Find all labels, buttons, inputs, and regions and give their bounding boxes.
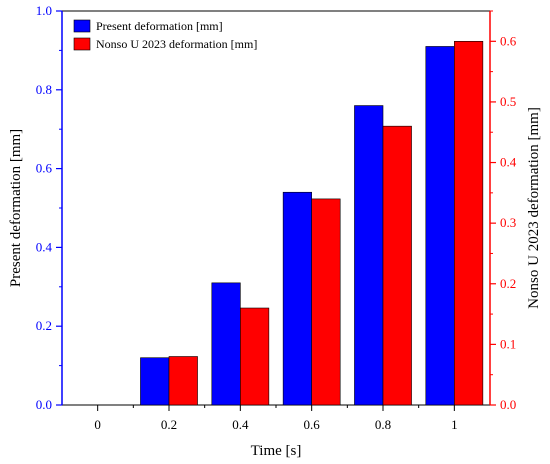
y-axis-left: 0.0 0.2 0.4 0.6 0.8 1.0 <box>36 3 63 412</box>
y-right-tick-label: 0.4 <box>500 155 517 170</box>
bars-layer <box>140 41 484 406</box>
bar-present-0.6 <box>282 191 312 406</box>
y-left-tick-label: 1.0 <box>36 3 52 18</box>
bar-present-0.2 <box>140 357 170 406</box>
y-right-tick-label: 0.1 <box>500 336 516 351</box>
x-tick-label: 0.4 <box>232 417 249 432</box>
y-axis-right-title: Nonso U 2023 deformation [mm] <box>526 107 542 309</box>
x-tick-label: 1 <box>451 417 458 432</box>
y-right-tick-label: 0.2 <box>500 276 516 291</box>
y-axis-right: 0.0 0.1 0.2 0.3 0.4 0.5 0.6 <box>489 10 517 412</box>
bar-present-0.8 <box>354 105 384 406</box>
y-right-tick-label: 0.3 <box>500 215 516 230</box>
x-axis: 0 0.2 0.4 0.6 0.8 1 <box>94 405 458 432</box>
x-tick-label: 0.2 <box>161 417 177 432</box>
y-left-tick-label: 0.8 <box>36 82 52 97</box>
y-right-tick-label: 0.5 <box>500 94 516 109</box>
bar-nonso-0.6 <box>311 198 341 406</box>
legend-swatch-present <box>73 19 91 33</box>
x-tick-label: 0.6 <box>304 417 321 432</box>
y-left-tick-label: 0.4 <box>36 239 53 254</box>
bar-nonso-1 <box>454 41 484 406</box>
x-tick-label: 0.8 <box>375 417 391 432</box>
bar-present-0.4 <box>211 282 241 406</box>
bar-nonso-0.8 <box>382 125 412 406</box>
legend-label-nonso: Nonso U 2023 deformation [mm] <box>96 37 257 51</box>
y-left-tick-label: 0.0 <box>36 397 52 412</box>
y-left-tick-label: 0.2 <box>36 318 52 333</box>
y-right-tick-label: 0.0 <box>500 397 516 412</box>
y-axis-left-title: Present deformation [mm] <box>8 129 24 287</box>
x-tick-label: 0 <box>94 417 101 432</box>
legend-swatch-nonso <box>73 37 91 51</box>
bar-nonso-0.4 <box>240 307 270 406</box>
x-axis-title: Time [s] <box>251 443 302 459</box>
bar-present-1 <box>425 46 455 406</box>
legend-label-present: Present deformation [mm] <box>96 19 223 33</box>
legend: Present deformation [mm] Nonso U 2023 de… <box>73 19 257 51</box>
y-right-tick-label: 0.6 <box>500 33 517 48</box>
y-left-tick-label: 0.6 <box>36 161 53 176</box>
bar-nonso-0.2 <box>168 356 198 406</box>
